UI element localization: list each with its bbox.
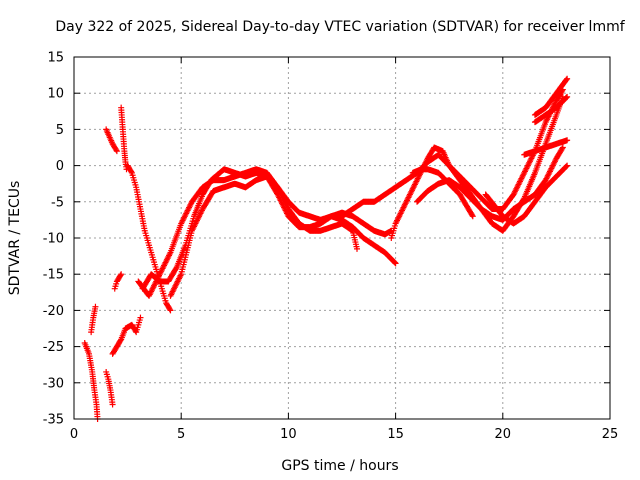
data-point <box>563 76 570 83</box>
data-point <box>559 144 566 151</box>
x-tick-label: 0 <box>70 427 78 442</box>
data-point <box>167 307 174 314</box>
y-tick-label: 0 <box>56 159 64 174</box>
data-point <box>564 162 571 169</box>
series-late-e <box>482 162 571 227</box>
x-tick-label: 25 <box>602 427 619 442</box>
data-point <box>559 145 566 152</box>
series-late-h <box>521 137 571 158</box>
y-tick-label: -5 <box>51 195 64 210</box>
y-axis-label: SDTVAR / TECUs <box>7 181 23 296</box>
x-tick-label: 10 <box>280 427 297 442</box>
data-point <box>564 137 571 144</box>
y-tick-label: -10 <box>43 232 64 247</box>
data-point <box>469 212 476 219</box>
series-early-isolated <box>103 126 120 155</box>
y-tick-label: 15 <box>47 51 64 66</box>
y-tick-label: -25 <box>43 340 64 355</box>
y-tick-label: 5 <box>56 123 64 138</box>
x-tick-label: 15 <box>387 427 404 442</box>
x-axis-label: GPS time / hours <box>281 458 398 474</box>
data-points <box>81 75 571 422</box>
series-late-d <box>409 166 476 220</box>
data-point <box>117 272 124 279</box>
data-point <box>117 337 124 344</box>
chart-title: Day 322 of 2025, Sidereal Day-to-day VTE… <box>55 19 625 35</box>
axis-ticks: 0 5 10 15 20 25 -35 -30 -25 -20 -15 -10 -5 0 5 10 15 <box>43 51 619 443</box>
data-point <box>113 146 120 153</box>
series-early-descending-b <box>103 368 116 408</box>
data-point <box>92 303 99 310</box>
data-point <box>128 168 135 175</box>
series-main-c <box>167 173 395 299</box>
y-tick-label: -30 <box>43 376 64 391</box>
series-early-descending-a <box>81 339 101 422</box>
data-point <box>166 306 173 313</box>
data-point <box>173 265 180 272</box>
y-tick-label: 10 <box>47 87 64 102</box>
data-point <box>109 401 116 408</box>
series-early-rising-b <box>109 314 144 357</box>
y-tick-label: -15 <box>43 268 64 283</box>
y-tick-label: -20 <box>43 304 64 319</box>
data-point <box>469 213 476 220</box>
series-late-f <box>531 75 571 118</box>
data-point <box>563 94 570 101</box>
data-point <box>118 271 125 278</box>
data-point <box>392 260 399 267</box>
data-point <box>354 245 361 252</box>
data-point <box>563 163 570 170</box>
data-point <box>113 148 120 155</box>
data-point <box>564 75 571 82</box>
data-point <box>391 259 398 266</box>
x-tick-label: 20 <box>495 427 512 442</box>
data-point <box>137 314 144 321</box>
data-point <box>564 93 571 100</box>
x-tick-label: 5 <box>177 427 185 442</box>
series-early-rising-a <box>88 303 99 336</box>
series-late-g <box>531 93 571 126</box>
series-main-b <box>135 166 361 299</box>
y-tick-label: -35 <box>43 413 64 428</box>
series-early-rising-c <box>111 271 125 292</box>
